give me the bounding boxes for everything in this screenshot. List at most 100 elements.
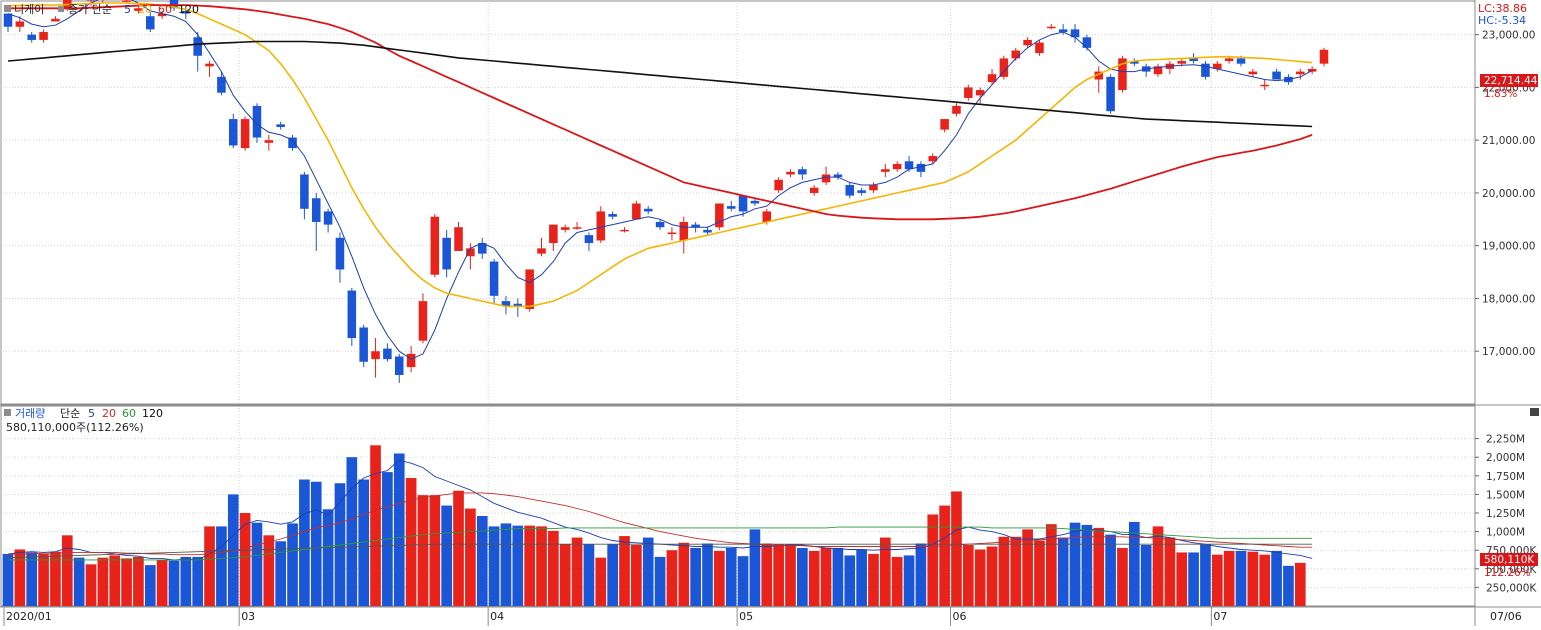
candle-body [668, 233, 677, 235]
volume-bar [15, 549, 26, 606]
volume-bar [489, 526, 500, 606]
volume-bar [904, 555, 915, 606]
volume-bar [773, 544, 784, 606]
indicator-menu-icon[interactable] [58, 6, 64, 12]
volume-bar [999, 537, 1010, 606]
candle-body [146, 16, 155, 29]
volume-tick-label: 1,000M [1486, 527, 1525, 539]
volume-bar [536, 526, 547, 606]
candle-body [241, 119, 250, 148]
volume-bar [370, 445, 381, 606]
candle-body [751, 201, 760, 204]
volume-bar [204, 526, 215, 606]
volume-bar [512, 526, 523, 606]
price-tick-label: 17,000.00 [1482, 346, 1535, 358]
volume-bar [524, 526, 535, 606]
candle-body [905, 161, 914, 169]
candle-body [585, 235, 594, 243]
last-volume-pct-label: 112.26% [1484, 567, 1531, 579]
candle-body [205, 64, 214, 67]
candle-body [561, 227, 570, 230]
volume-bar [750, 529, 761, 606]
volume-bar [927, 514, 938, 606]
candle [597, 206, 606, 243]
candle-body [229, 119, 238, 145]
volume-bar [619, 536, 630, 606]
volume-bar [987, 546, 998, 606]
volume-bar [1271, 551, 1282, 606]
price-panel-menu-icon[interactable] [4, 5, 11, 12]
candle-body [431, 217, 440, 275]
price-ma5-label: 5 [124, 3, 131, 16]
volume-bar [797, 548, 808, 606]
volume-bar [145, 565, 156, 606]
volume-bar [1034, 541, 1045, 606]
volume-bar [1105, 535, 1116, 606]
volume-panel-close-icon[interactable] [1530, 408, 1539, 416]
volume-bar [1295, 563, 1306, 606]
volume-bar [1283, 566, 1294, 606]
candle-body [1023, 40, 1032, 45]
candle [431, 214, 440, 277]
price-tick-label: 19,000.00 [1482, 241, 1535, 253]
volume-title: 거래량 [15, 407, 45, 420]
candle [359, 325, 368, 367]
volume-bar [252, 523, 263, 606]
price-ma120-label: 120 [178, 3, 199, 16]
volume-bar [714, 551, 725, 606]
volume-bar [98, 558, 109, 606]
volume-bar [1200, 544, 1211, 606]
volume-panel-menu-icon[interactable] [4, 409, 11, 416]
month-tick-label: 04 [490, 610, 504, 623]
candle [1118, 56, 1127, 93]
candle-body [656, 222, 665, 227]
candle [241, 116, 250, 150]
volume-tick-label: 1,500M [1486, 489, 1525, 501]
volume-bar [1259, 555, 1270, 606]
volume-bar [1188, 552, 1199, 606]
volume-tick-label: 250,000K [1486, 582, 1537, 594]
volume-bar [702, 544, 713, 606]
volume-ma120-label: 120 [142, 407, 163, 420]
candle-body [324, 211, 333, 224]
candle-body [537, 248, 546, 253]
candle-body [122, 0, 131, 2]
volume-bar [323, 509, 334, 606]
volume-bar [216, 526, 227, 606]
volume-bar [939, 506, 950, 606]
candle-body [632, 204, 641, 220]
volume-bar [690, 548, 701, 606]
candle-body [549, 225, 558, 243]
candle-body [763, 211, 772, 222]
candle-body [1177, 61, 1186, 64]
volume-bar [394, 453, 405, 606]
candle [632, 201, 641, 219]
volume-bar [3, 554, 14, 606]
candle-body [16, 21, 25, 26]
volume-bar [572, 538, 583, 606]
candle-body [881, 169, 890, 172]
candle-body [822, 174, 831, 182]
volume-bar [465, 509, 476, 606]
price-tick-label: 21,000.00 [1482, 135, 1535, 147]
volume-bar [916, 544, 927, 606]
volume-bar [299, 480, 310, 606]
candle-body [680, 222, 689, 240]
candle-body [395, 357, 404, 375]
volume-bar [1010, 537, 1021, 606]
volume-bar [240, 513, 251, 606]
symbol-label: 니케이 [14, 3, 44, 16]
candle-body [1035, 43, 1044, 54]
last-volume-label: 580,110K [1484, 554, 1535, 566]
volume-indicator-label: 단순 [60, 407, 80, 420]
volume-bar [880, 538, 891, 606]
candle-body [276, 124, 285, 127]
volume-bar [1224, 551, 1235, 606]
candle-body [893, 164, 902, 169]
candle-body [4, 14, 13, 27]
candle-body [1308, 69, 1317, 72]
candle-body [217, 77, 226, 93]
volume-bar [453, 491, 464, 606]
last-price-label: 22,714.44 [1484, 75, 1538, 87]
volume-bar [1070, 523, 1081, 606]
